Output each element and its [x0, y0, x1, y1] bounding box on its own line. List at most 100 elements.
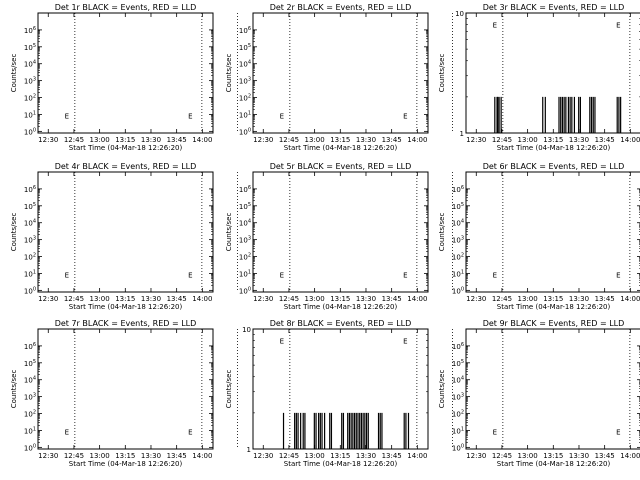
event-spike: [618, 96, 620, 133]
x-tick-label: 13:30: [569, 295, 589, 303]
y-axis-label: Counts/sec: [10, 370, 18, 409]
event-marker-label: E: [403, 271, 407, 279]
x-tick-label: 12:45: [279, 136, 299, 144]
panel-title: Det 6r BLACK = Events, RED = LLD: [483, 162, 625, 171]
y-tick-label: 101: [452, 269, 464, 278]
event-spike: [377, 412, 380, 449]
x-tick-label: 14:00: [620, 295, 640, 303]
y-tick-label: 101: [24, 269, 36, 278]
x-tick-label: 13:45: [595, 452, 615, 460]
detector-panel-5: Det 5r BLACK = Events, RED = LLD 100 101 10…: [225, 162, 453, 311]
x-tick-label: 13:00: [305, 136, 325, 144]
y-tick-label: 104: [24, 219, 36, 228]
x-tick-label: 13:45: [167, 452, 187, 460]
y-tick-label: 100: [24, 127, 36, 136]
x-tick-label: 13:00: [90, 452, 110, 460]
event-marker-label: E: [403, 337, 407, 345]
event-spike: [558, 96, 560, 133]
y-tick-label: 102: [452, 253, 464, 262]
x-tick-label: 12:30: [466, 295, 486, 303]
event-spike: [497, 96, 499, 133]
x-tick-label: 13:15: [115, 295, 135, 303]
y-tick-label: 104: [239, 60, 251, 69]
y-tick-label: 100: [24, 286, 36, 295]
y-tick-label: 104: [239, 219, 251, 228]
event-spike: [295, 412, 297, 449]
y-axis-label: Counts/sec: [438, 54, 446, 93]
x-tick-label: 13:30: [141, 452, 161, 460]
y-tick-label: 102: [24, 253, 36, 262]
y-tick-label: 104: [452, 219, 464, 228]
event-spike: [500, 96, 502, 133]
event-spike: [405, 412, 407, 449]
detector-panel-9: Det 9r BLACK = Events, RED = LLD 100 101 10…: [438, 319, 640, 468]
y-tick-label: 102: [239, 94, 251, 103]
x-tick-label: 14:00: [620, 136, 640, 144]
event-marker-label: E: [616, 271, 620, 279]
y-tick-label: 106: [24, 342, 36, 351]
y-tick-label: 106: [452, 185, 464, 194]
x-tick-label: 12:30: [253, 452, 273, 460]
event-spike: [573, 96, 576, 133]
y-tick-label: 105: [24, 202, 36, 211]
x-tick-label: 12:30: [38, 136, 58, 144]
detector-panel-8: Det 8r BLACK = Events, RED = LLD 1 10 12:30…: [225, 319, 453, 468]
x-tick-label: 14:00: [192, 136, 212, 144]
y-tick-label: 105: [452, 202, 464, 211]
x-tick-label: 14:00: [192, 295, 212, 303]
y-tick-label: 103: [452, 236, 464, 245]
y-tick-label: 101: [452, 426, 464, 435]
x-axis-label: Start Time (04-Mar-18 12:26:20): [284, 303, 398, 311]
event-spike: [347, 412, 349, 449]
y-tick-label: 1: [460, 130, 464, 138]
x-tick-label: 14:00: [407, 136, 427, 144]
x-tick-label: 13:00: [90, 295, 110, 303]
event-marker-label: E: [493, 21, 497, 29]
y-tick-label: 101: [239, 269, 251, 278]
x-tick-label: 13:15: [115, 452, 135, 460]
x-tick-label: 13:30: [356, 295, 376, 303]
x-axis-label: Start Time (04-Mar-18 12:26:20): [497, 460, 611, 468]
x-tick-label: 14:00: [407, 452, 427, 460]
x-tick-label: 13:00: [90, 136, 110, 144]
y-tick-label: 106: [452, 342, 464, 351]
event-spike: [341, 412, 343, 449]
event-spike: [381, 412, 383, 449]
event-spike: [360, 412, 363, 449]
event-spike: [359, 412, 361, 449]
y-tick-label: 102: [24, 94, 36, 103]
panel-title: Det 5r BLACK = Events, RED = LLD: [270, 162, 412, 171]
x-axis-label: Start Time (04-Mar-18 12:26:20): [497, 144, 611, 152]
event-spike: [318, 412, 320, 449]
event-spike: [594, 96, 596, 133]
x-tick-label: 12:30: [466, 136, 486, 144]
y-tick-label: 106: [239, 26, 251, 35]
y-tick-label: 103: [24, 393, 36, 402]
event-spike: [330, 412, 333, 449]
y-tick-label: 103: [239, 77, 251, 86]
detector-panel-4: Det 4r BLACK = Events, RED = LLD 100 101 10…: [10, 162, 238, 311]
y-tick-label: 103: [239, 236, 251, 245]
y-tick-label: 1: [247, 446, 251, 454]
event-spike: [364, 412, 366, 449]
event-marker-label: E: [493, 428, 497, 436]
event-marker-label: E: [616, 21, 620, 29]
panel-title: Det 9r BLACK = Events, RED = LLD: [483, 319, 625, 328]
y-tick-label: 105: [239, 202, 251, 211]
x-tick-label: 13:30: [356, 136, 376, 144]
detector-panel-7: Det 7r BLACK = Events, RED = LLD 100 101 10…: [10, 319, 238, 468]
y-tick-label: 100: [452, 286, 464, 295]
x-tick-label: 13:30: [569, 136, 589, 144]
event-marker-label: E: [188, 271, 192, 279]
plot-frame: [252, 328, 429, 450]
x-axis-label: Start Time (04-Mar-18 12:26:20): [69, 303, 183, 311]
event-spike: [282, 412, 285, 449]
panel-title: Det 4r BLACK = Events, RED = LLD: [55, 162, 197, 171]
x-tick-label: 12:45: [492, 295, 512, 303]
event-spike: [353, 412, 356, 449]
event-spike: [563, 96, 565, 133]
x-tick-label: 13:15: [543, 295, 563, 303]
y-axis-label: Counts/sec: [225, 54, 233, 93]
event-spike: [592, 96, 594, 133]
x-tick-label: 13:15: [330, 136, 350, 144]
